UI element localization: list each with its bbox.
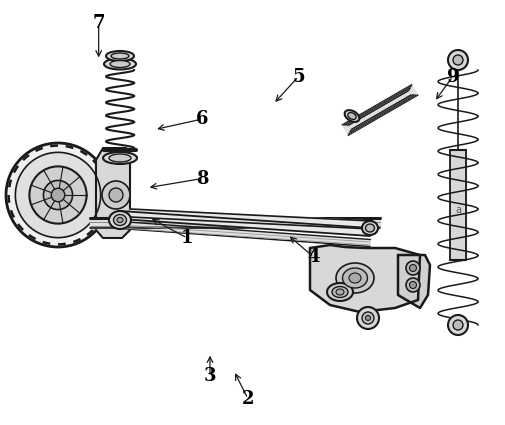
Text: 3: 3 <box>204 367 216 385</box>
Ellipse shape <box>111 53 129 59</box>
Text: 1: 1 <box>181 229 193 247</box>
Polygon shape <box>342 85 417 135</box>
Text: 9: 9 <box>446 68 458 85</box>
Circle shape <box>452 320 462 330</box>
Circle shape <box>51 188 65 202</box>
Circle shape <box>405 278 419 292</box>
Polygon shape <box>310 245 419 312</box>
Ellipse shape <box>109 211 131 229</box>
Polygon shape <box>130 209 372 229</box>
Circle shape <box>361 312 373 324</box>
Polygon shape <box>347 90 412 130</box>
Circle shape <box>405 261 419 275</box>
Circle shape <box>29 167 86 224</box>
Ellipse shape <box>110 60 130 68</box>
Ellipse shape <box>117 218 123 223</box>
Text: 4: 4 <box>307 248 319 266</box>
Circle shape <box>447 315 467 335</box>
Polygon shape <box>343 86 415 133</box>
Ellipse shape <box>103 152 137 164</box>
Ellipse shape <box>104 59 136 70</box>
Ellipse shape <box>335 263 373 293</box>
Circle shape <box>452 55 462 65</box>
Polygon shape <box>90 218 379 228</box>
Polygon shape <box>120 221 370 246</box>
Circle shape <box>109 188 123 202</box>
Ellipse shape <box>344 110 359 122</box>
Polygon shape <box>345 88 413 132</box>
Text: 8: 8 <box>196 170 208 187</box>
Ellipse shape <box>348 273 360 283</box>
Circle shape <box>365 315 370 320</box>
Text: 5: 5 <box>292 68 304 85</box>
Text: 7: 7 <box>92 14 105 32</box>
Circle shape <box>409 281 416 289</box>
Polygon shape <box>449 150 465 260</box>
Ellipse shape <box>326 283 352 301</box>
Circle shape <box>447 50 467 70</box>
Polygon shape <box>397 255 429 308</box>
Text: a: a <box>454 205 460 215</box>
Polygon shape <box>120 211 370 236</box>
Polygon shape <box>96 148 130 238</box>
Ellipse shape <box>335 289 343 295</box>
Ellipse shape <box>109 154 131 162</box>
Text: 2: 2 <box>241 390 254 408</box>
Polygon shape <box>348 91 410 129</box>
Circle shape <box>409 264 416 272</box>
Ellipse shape <box>331 286 347 298</box>
Circle shape <box>15 152 100 238</box>
Circle shape <box>102 181 130 209</box>
Circle shape <box>357 307 378 329</box>
Ellipse shape <box>361 221 377 235</box>
Ellipse shape <box>106 51 134 61</box>
Ellipse shape <box>342 268 367 288</box>
Circle shape <box>43 181 72 210</box>
Ellipse shape <box>347 113 356 119</box>
Ellipse shape <box>113 215 126 226</box>
Ellipse shape <box>365 224 374 232</box>
Circle shape <box>6 143 110 247</box>
Text: 6: 6 <box>196 110 208 128</box>
